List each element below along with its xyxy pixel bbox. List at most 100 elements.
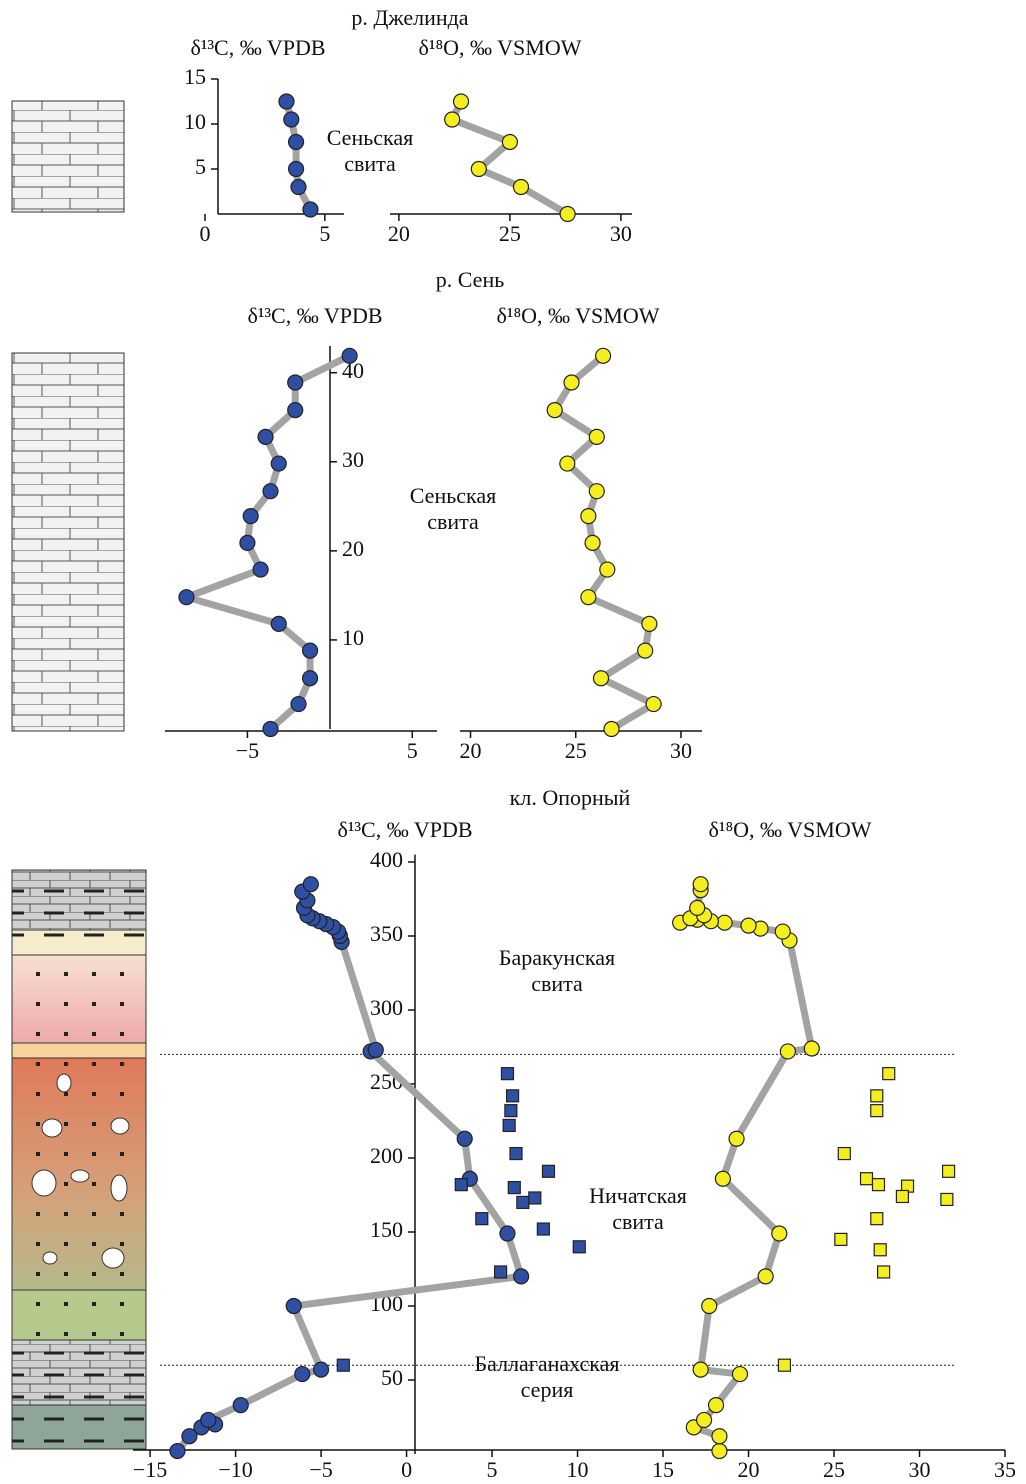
y-tick-label: 30 bbox=[342, 447, 364, 472]
data-square bbox=[777, 1358, 792, 1372]
x-tick-label: 0 bbox=[200, 221, 211, 246]
data-point bbox=[559, 205, 576, 223]
data-point bbox=[588, 428, 605, 445]
x-tick-label: −10 bbox=[218, 1457, 252, 1482]
data-square bbox=[494, 1265, 508, 1279]
data-square bbox=[505, 1089, 520, 1103]
data-point bbox=[580, 508, 597, 525]
data-point bbox=[774, 923, 791, 940]
data-point bbox=[637, 642, 654, 659]
data-square bbox=[882, 1067, 896, 1081]
profile-line bbox=[448, 99, 570, 218]
data-point bbox=[287, 374, 304, 391]
data-point bbox=[283, 111, 300, 128]
data-square bbox=[516, 1195, 530, 1210]
data-point bbox=[695, 1411, 713, 1429]
x-tick-label: 5 bbox=[319, 221, 330, 246]
x-axis-label: δ¹⁸O, ‰ VSMOW bbox=[709, 817, 872, 842]
data-point bbox=[594, 347, 612, 364]
x-tick-label: 15 bbox=[652, 1457, 674, 1482]
data-square bbox=[475, 1212, 489, 1226]
data-point bbox=[444, 111, 461, 128]
data-point bbox=[711, 1442, 728, 1460]
data-point bbox=[559, 455, 576, 472]
data-square bbox=[500, 1067, 515, 1081]
data-point bbox=[341, 347, 358, 364]
data-point bbox=[452, 93, 470, 110]
x-tick-label: 25 bbox=[823, 1457, 845, 1482]
data-point bbox=[771, 1225, 788, 1242]
x-tick-label: 5 bbox=[487, 1457, 498, 1482]
data-point bbox=[287, 133, 305, 151]
data-square bbox=[454, 1178, 468, 1192]
data-square bbox=[536, 1222, 550, 1236]
lithology-column bbox=[11, 100, 147, 1450]
y-tick-label: 40 bbox=[342, 358, 364, 383]
data-square bbox=[572, 1240, 586, 1254]
x-tick-label: 10 bbox=[567, 1457, 589, 1482]
data-point bbox=[242, 508, 259, 525]
x-tick-label: 30 bbox=[670, 738, 692, 763]
data-point bbox=[302, 876, 319, 893]
data-point bbox=[692, 1361, 709, 1378]
x-axis-label: δ¹³C, ‰ VPDB bbox=[247, 303, 382, 328]
chart-title: р. Сень bbox=[436, 267, 505, 292]
data-point bbox=[181, 1428, 198, 1445]
data-point bbox=[501, 133, 518, 151]
data-point bbox=[728, 1130, 745, 1147]
data-point bbox=[512, 178, 530, 196]
x-tick-label: 20 bbox=[460, 738, 482, 763]
data-point bbox=[499, 1225, 516, 1242]
y-tick-label: 5 bbox=[195, 154, 206, 179]
data-point bbox=[301, 670, 319, 687]
data-point bbox=[546, 402, 563, 419]
data-point bbox=[287, 160, 305, 178]
data-square bbox=[502, 1118, 516, 1133]
x-axis-label: δ¹⁸O, ‰ VSMOW bbox=[419, 35, 582, 60]
chart-title: кл. Опорный bbox=[510, 785, 631, 810]
data-point bbox=[513, 1268, 530, 1285]
y-tick-label: 300 bbox=[370, 995, 403, 1020]
y-tick-label: 150 bbox=[370, 1217, 403, 1242]
data-point bbox=[169, 1442, 186, 1460]
data-point bbox=[689, 899, 706, 916]
data-square bbox=[870, 1104, 884, 1118]
data-point bbox=[711, 1428, 728, 1445]
data-point bbox=[456, 1130, 473, 1147]
data-point bbox=[592, 670, 610, 687]
data-point bbox=[278, 93, 295, 110]
data-point bbox=[262, 483, 279, 500]
data-point bbox=[599, 561, 616, 578]
x-tick-label: 35 bbox=[994, 1457, 1016, 1482]
x-tick-label: −5 bbox=[236, 738, 259, 763]
data-point bbox=[588, 483, 605, 500]
data-point bbox=[270, 455, 287, 472]
data-point bbox=[290, 178, 307, 196]
data-square bbox=[895, 1189, 910, 1204]
data-point bbox=[301, 642, 319, 659]
x-tick-label: −5 bbox=[309, 1457, 332, 1482]
data-point bbox=[200, 1411, 217, 1429]
data-square bbox=[504, 1104, 518, 1118]
x-tick-label: −15 bbox=[133, 1457, 167, 1482]
data-point bbox=[290, 695, 307, 713]
data-point bbox=[287, 402, 304, 419]
data-point bbox=[312, 1361, 330, 1378]
y-tick-label: 350 bbox=[370, 921, 403, 946]
data-square bbox=[528, 1191, 542, 1205]
data-point bbox=[257, 428, 274, 445]
data-square bbox=[870, 1089, 884, 1103]
data-square bbox=[941, 1164, 956, 1178]
data-square bbox=[877, 1265, 891, 1279]
annotation: свита bbox=[531, 971, 583, 996]
data-square bbox=[873, 1243, 887, 1257]
data-square bbox=[509, 1146, 523, 1161]
data-point bbox=[252, 561, 269, 578]
x-tick-label: 5 bbox=[407, 738, 418, 763]
chart-title: р. Джелинда bbox=[351, 5, 468, 30]
data-point bbox=[367, 1041, 384, 1059]
profile-line bbox=[182, 352, 352, 732]
data-point bbox=[270, 615, 287, 632]
data-point bbox=[232, 1397, 249, 1414]
